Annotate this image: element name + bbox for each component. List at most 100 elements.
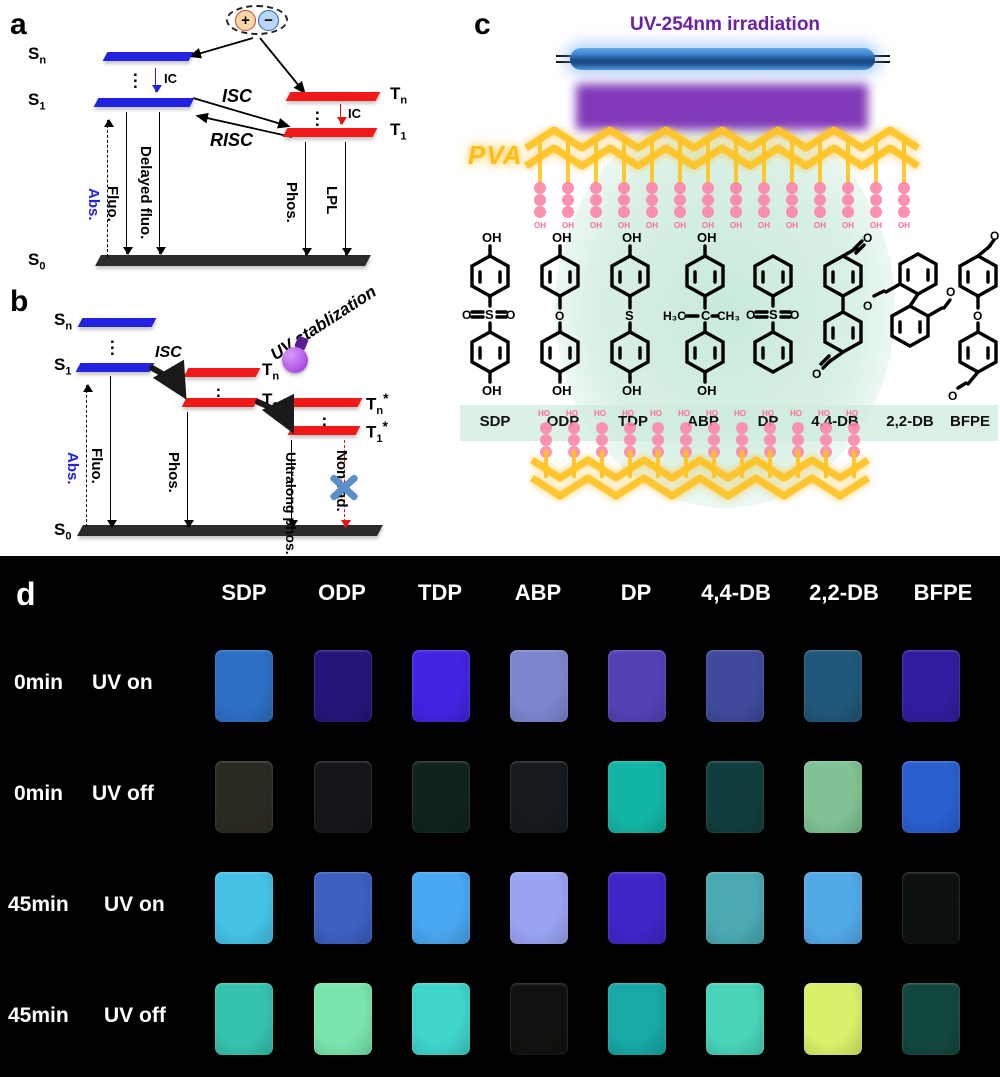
s1-text: S	[28, 90, 40, 109]
b-s0-sub: 0	[65, 530, 72, 543]
svg-text:OH: OH	[562, 221, 574, 230]
negative-charge-icon: −	[258, 9, 279, 31]
pva-label: PVA	[468, 140, 523, 170]
svg-text:HO: HO	[846, 409, 858, 418]
row-uv-0min-uvon: UV on	[92, 671, 153, 694]
svg-text:O: O	[990, 229, 999, 243]
svg-text:O: O	[506, 308, 515, 322]
level-b-Tn-label: Tn	[262, 360, 279, 382]
b-s0-text: S	[54, 520, 66, 539]
vertical-dots-b-1: ...	[110, 328, 115, 359]
svg-text:OH: OH	[646, 221, 658, 230]
row-time-0min-uvon: 0min	[14, 671, 64, 694]
svg-text:O: O	[812, 367, 821, 381]
svg-text:OH: OH	[482, 230, 502, 245]
sample-swatch-ODP-0min-UVon	[314, 650, 372, 722]
lpl-label-a: LPL	[323, 186, 340, 215]
row-uv-45min-uvoff: UV off	[104, 1004, 166, 1027]
t1-sub: 1	[400, 130, 407, 143]
fluo-arrow-a	[122, 112, 133, 255]
b-sn-text: S	[54, 310, 66, 329]
sample-swatch-TDP-45min-UVon	[412, 872, 470, 944]
sample-swatch-ABP-45min-UVon	[510, 872, 568, 944]
row-time-45min-uvoff: 45min	[8, 1004, 69, 1027]
tn-sub: n	[400, 94, 408, 107]
sample-swatch-DP-45min-UVon	[608, 872, 666, 944]
svg-text:H₃C: H₃C	[663, 309, 686, 323]
svg-text:O: O	[555, 309, 564, 323]
ultralong-phos-label-b: Ultralong phos.	[283, 452, 299, 555]
fluo-arrow-b	[106, 376, 117, 528]
sample-swatch-ODP-45min-UVon	[314, 872, 372, 944]
positive-charge-icon: +	[235, 9, 256, 31]
sample-swatch-ODP-0min-UVoff	[314, 761, 372, 833]
svg-text:OH: OH	[814, 221, 826, 230]
sample-swatch-TDP-45min-UVoff	[412, 983, 470, 1055]
sample-swatch-DP-0min-UVoff	[608, 761, 666, 833]
sample-swatch-BFPE-45min-UVon	[902, 872, 960, 944]
fluo-label-a: Fluo.	[104, 186, 121, 222]
level-b-S0-bar	[77, 525, 383, 536]
sample-swatch-SDP-45min-UVon	[215, 872, 273, 944]
tube-left-cap-icon	[556, 52, 572, 66]
sample-swatch-TDP-0min-UVoff	[412, 761, 470, 833]
level-b-S1-label: S1	[54, 355, 71, 377]
svg-text:S: S	[769, 307, 778, 322]
sample-swatch-22-DB-45min-UVoff	[804, 983, 862, 1055]
row-time-0min-uvoff: 0min	[14, 782, 64, 805]
svg-text:O: O	[863, 299, 872, 313]
isc-label-b: ISC	[155, 344, 182, 361]
svg-text:HO: HO	[762, 409, 774, 418]
t1-text: T	[390, 120, 401, 139]
svg-text:O: O	[462, 308, 471, 322]
level-Sn-label: Sn	[28, 44, 46, 66]
b-sn-sub: n	[65, 320, 73, 333]
b-tnstar-sup: *	[383, 390, 389, 406]
phos-label-b: Phos.	[165, 452, 182, 493]
tube-right-cap-icon	[874, 52, 890, 66]
tn-text: T	[390, 84, 401, 103]
delayed-fluo-arrow-a	[155, 112, 166, 255]
molecule-structures: OH O S O OH OH O	[462, 229, 999, 403]
b-s1-sub: 1	[65, 365, 72, 378]
compound-label-22db: 2,2-DB	[886, 413, 934, 430]
level-Tn-bar	[285, 92, 381, 101]
ic-label-left: IC	[164, 71, 177, 86]
svg-text:CH₃: CH₃	[717, 309, 740, 323]
svg-text:OH: OH	[697, 383, 717, 398]
column-header-abp: ABP	[514, 580, 562, 605]
svg-text:HO: HO	[594, 409, 606, 418]
svg-text:HO: HO	[622, 409, 634, 418]
svg-text:OH: OH	[870, 221, 882, 230]
risc-label-a: RISC	[210, 130, 254, 150]
panel-a-letter: a	[10, 8, 27, 41]
row-time-45min-uvon: 45min	[8, 893, 69, 916]
column-header-44db: 4,4-DB	[701, 580, 771, 605]
phos-arrow-b	[183, 412, 194, 528]
sample-swatch-SDP-0min-UVoff	[215, 761, 273, 833]
sample-swatch-44-DB-0min-UVoff	[706, 761, 764, 833]
svg-text:OH: OH	[552, 230, 572, 245]
svg-text:OH: OH	[786, 221, 798, 230]
svg-text:OH: OH	[552, 383, 572, 398]
svg-text:OH: OH	[674, 221, 686, 230]
sample-swatch-ABP-45min-UVoff	[510, 983, 568, 1055]
sample-swatch-BFPE-0min-UVon	[902, 650, 960, 722]
s0-text: S	[28, 250, 40, 269]
b-t1star-sub: 1	[376, 433, 383, 446]
abs-arrow-a	[103, 119, 114, 257]
column-header-dp: DP	[620, 580, 652, 605]
compound-label-bfpe: BFPE	[949, 413, 990, 430]
svg-text:S: S	[485, 307, 494, 322]
compound-label-band	[460, 405, 998, 441]
green-halo	[555, 108, 895, 508]
vertical-dots-b-2: ...	[216, 376, 221, 406]
pva-chain-top	[524, 126, 920, 184]
svg-text:HO: HO	[706, 409, 718, 418]
b-t1star-text: T	[366, 422, 377, 442]
level-Tn-label: Tn	[390, 84, 407, 106]
svg-text:HO: HO	[650, 409, 662, 418]
pva-oh-groups-top: OH OH OH OH OH OH OH OH OH OH OH OH OH OH	[534, 182, 910, 230]
abs-arrow-b	[82, 384, 93, 527]
svg-text:OH: OH	[758, 221, 770, 230]
